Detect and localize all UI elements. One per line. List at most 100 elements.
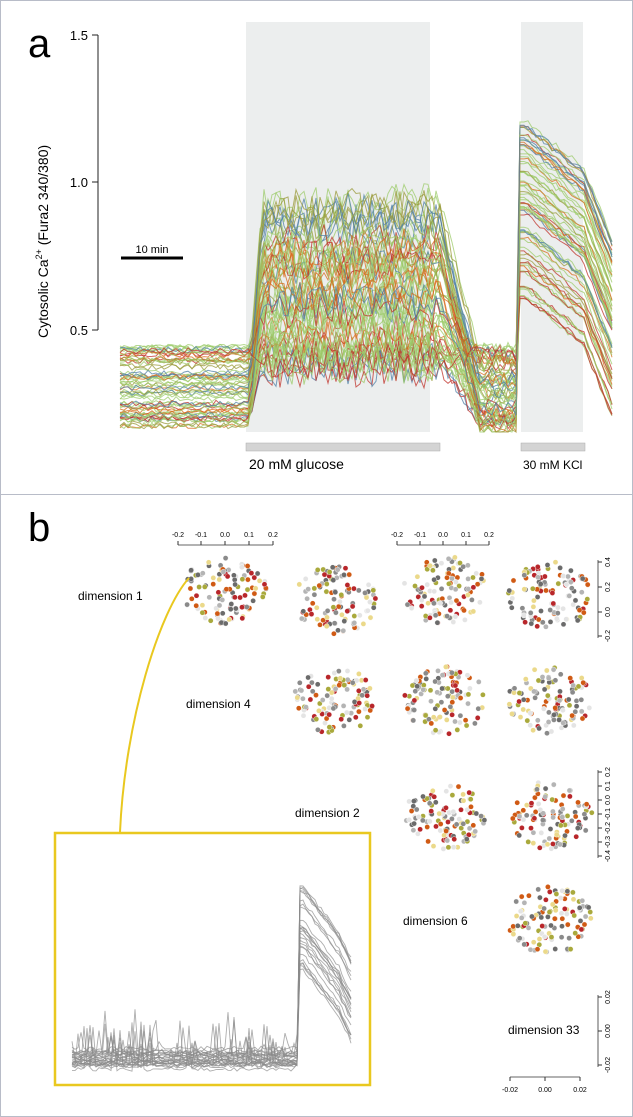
scatter-point — [544, 667, 550, 674]
scatter-point — [413, 677, 420, 684]
scatter-point — [540, 619, 546, 626]
scatter-point — [326, 724, 333, 730]
calcium-trace — [119, 240, 613, 415]
scatter-point — [544, 730, 550, 737]
scatter-point — [362, 590, 368, 596]
panel-divider — [0, 494, 633, 495]
scatter-point — [573, 703, 580, 710]
scatter-point — [522, 619, 528, 626]
scatter-point — [419, 817, 426, 824]
scatter-point — [344, 582, 351, 588]
axis-tick: 0.00 — [538, 1087, 552, 1094]
scatter-point — [530, 727, 536, 734]
kcl-bar — [520, 442, 586, 452]
calcium-trace — [119, 139, 613, 383]
scatter-point — [239, 615, 246, 622]
scatter-point — [431, 794, 438, 800]
scatter-point — [464, 672, 471, 679]
calcium-trace — [119, 196, 613, 389]
scatter-point — [549, 590, 556, 596]
scatter-point — [545, 675, 552, 682]
axis-tick: 0.02 — [573, 1087, 587, 1094]
scatter-point — [207, 617, 214, 624]
scatter-point — [340, 703, 347, 709]
scatter-point — [576, 905, 583, 911]
axis-tick: -0.02 — [605, 1057, 612, 1073]
scatter-point — [410, 717, 417, 724]
dimension-label: dimension 6 — [403, 914, 468, 928]
scatter-point — [531, 666, 538, 673]
scatter-point — [520, 816, 527, 823]
scatter-point — [313, 692, 319, 698]
scatter-point — [239, 564, 245, 571]
scatter-point — [309, 679, 315, 686]
scatter-point — [454, 687, 460, 694]
scatter-point — [449, 792, 456, 798]
scatter-point — [566, 935, 572, 941]
scatter-point — [543, 897, 549, 903]
scatter-point — [549, 901, 556, 908]
scatter-point — [572, 813, 579, 820]
scatter-point — [523, 812, 530, 819]
axis-tick: 0.2 — [268, 532, 278, 539]
scatter-point — [367, 614, 374, 621]
scatter-point — [259, 594, 266, 600]
scatter-point — [513, 913, 520, 919]
axis-tick: -0.2 — [172, 532, 184, 539]
scatter-point — [239, 604, 245, 611]
scatter-point — [585, 904, 592, 911]
scatter-point — [456, 816, 463, 822]
scatter-point — [589, 809, 595, 816]
scatter-point — [256, 578, 263, 584]
scatter-point — [323, 581, 330, 587]
scatter-point — [431, 600, 437, 607]
scatter-point — [219, 597, 226, 603]
right-axis-row3: 0.2 0.1 0.0 -0.1 -0.2 -0.3 -0.4 — [597, 767, 612, 862]
scatter-point — [555, 610, 561, 616]
scatter-point — [427, 615, 433, 621]
scatter-point — [309, 688, 316, 695]
scatter-point — [578, 697, 585, 703]
dimension-label: dimension 4 — [186, 697, 251, 711]
scatter-point — [559, 806, 566, 812]
scatter-point — [320, 617, 326, 624]
scatter-point — [305, 586, 312, 592]
scatter-point — [423, 676, 430, 682]
scatter-point — [570, 889, 576, 896]
scatter-point — [346, 717, 353, 723]
scatter-point — [541, 686, 548, 693]
scatter-point — [465, 562, 471, 569]
scatter-point — [438, 699, 445, 706]
scatter-point — [509, 595, 516, 602]
scatter-point — [428, 698, 434, 705]
scatter-point — [188, 596, 195, 602]
scatter-point — [447, 607, 454, 614]
scatter-point — [565, 573, 571, 580]
scatter-point — [356, 708, 362, 715]
scatter-point — [526, 892, 532, 899]
scatter-point — [575, 933, 582, 940]
inset-trace — [71, 903, 352, 1069]
scatter-point — [411, 707, 418, 713]
scatter-point — [524, 717, 531, 724]
scatter-point — [452, 613, 459, 620]
scatter-point — [506, 701, 513, 708]
scatter-point — [367, 685, 373, 692]
scatter-point — [401, 580, 408, 587]
scatter-point — [311, 585, 318, 592]
scatter-point — [557, 841, 563, 848]
scatter-point — [443, 788, 450, 795]
scatter-point — [509, 815, 516, 822]
scatter-point — [579, 897, 586, 904]
scatter-point — [528, 825, 534, 831]
scatter-point — [578, 926, 585, 933]
scatter-point — [193, 602, 199, 609]
scatter-point — [573, 698, 580, 704]
scatter-point — [541, 706, 547, 712]
scatter-point — [545, 692, 551, 699]
scatter-point — [242, 592, 248, 599]
scatter-point — [544, 841, 551, 848]
scatter-point — [342, 565, 349, 572]
y-tick-label: 1.0 — [70, 175, 88, 190]
